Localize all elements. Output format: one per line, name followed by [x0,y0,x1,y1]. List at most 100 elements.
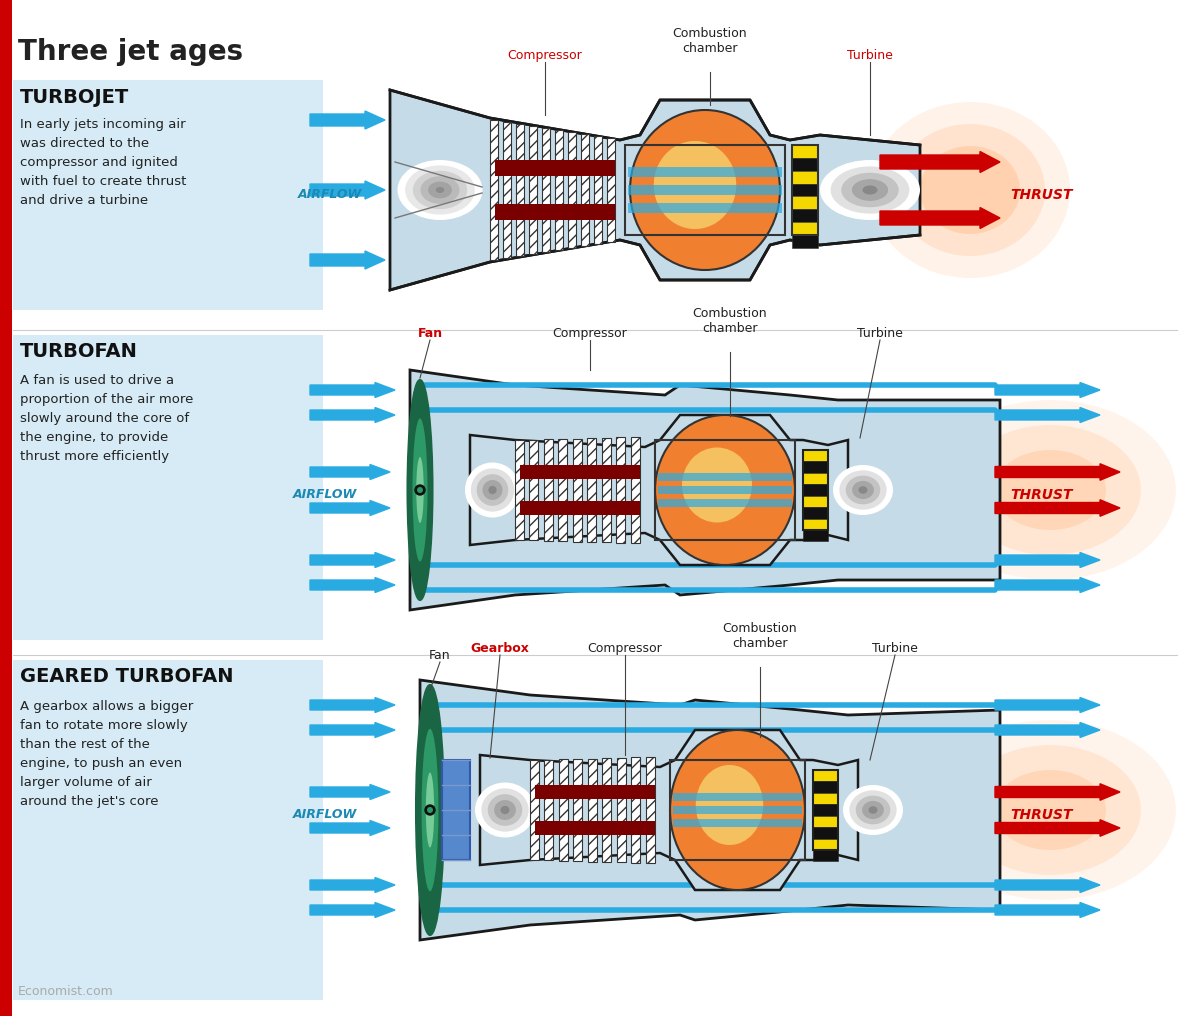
Text: Fan: Fan [430,649,451,662]
Bar [803,496,828,507]
Ellipse shape [501,806,509,814]
FancyArrow shape [311,722,395,738]
Text: TURBOJET: TURBOJET [20,88,130,107]
FancyArrow shape [311,382,395,397]
Polygon shape [631,757,640,863]
Polygon shape [568,132,576,248]
Ellipse shape [475,782,536,837]
Polygon shape [411,370,1000,610]
Circle shape [425,805,436,815]
Ellipse shape [397,160,482,220]
Polygon shape [574,759,582,862]
Polygon shape [390,90,920,290]
Bar [793,235,818,248]
Bar [793,145,818,157]
Polygon shape [555,130,563,250]
Bar [658,473,793,481]
Polygon shape [616,758,626,863]
Ellipse shape [833,465,892,515]
Ellipse shape [471,468,514,512]
Ellipse shape [923,400,1176,580]
Ellipse shape [820,160,920,220]
Bar [813,792,838,805]
FancyArrow shape [311,784,390,800]
Bar [793,223,818,235]
Bar [793,196,818,209]
FancyArrow shape [995,553,1100,568]
Ellipse shape [869,807,877,814]
Bar [628,203,782,213]
Polygon shape [588,759,596,862]
Bar [13,80,322,310]
Polygon shape [594,136,602,245]
FancyArrow shape [311,577,395,592]
FancyArrow shape [879,207,1000,229]
FancyArrow shape [995,407,1100,423]
Ellipse shape [413,419,427,562]
Text: Turbine: Turbine [857,327,903,340]
Bar [13,660,322,1000]
Bar [813,770,838,850]
Circle shape [415,485,425,495]
FancyArrow shape [311,553,395,568]
Polygon shape [581,134,589,246]
FancyArrow shape [311,464,390,480]
Polygon shape [558,439,568,542]
Polygon shape [470,415,848,565]
FancyArrow shape [311,501,390,515]
Ellipse shape [421,728,438,891]
Polygon shape [516,124,524,256]
Bar [793,157,818,171]
Ellipse shape [959,425,1141,555]
Ellipse shape [858,487,868,494]
FancyArrow shape [995,698,1100,712]
Bar [674,806,802,814]
Polygon shape [541,128,550,252]
Bar [793,171,818,184]
Text: GEARED TURBOFAN: GEARED TURBOFAN [20,666,233,686]
Polygon shape [480,731,858,890]
Polygon shape [490,120,497,260]
Bar [536,785,654,799]
Bar [13,335,322,640]
Circle shape [427,807,433,813]
FancyArrow shape [995,878,1100,892]
Text: In early jets incoming air
was directed to the
compressor and ignited
with fuel : In early jets incoming air was directed … [20,118,187,207]
Ellipse shape [488,795,522,826]
Ellipse shape [994,770,1106,850]
Bar [803,450,828,461]
Polygon shape [559,759,568,861]
Polygon shape [530,126,537,254]
Bar [813,827,838,838]
Ellipse shape [994,450,1106,530]
Text: Compressor: Compressor [552,327,627,340]
Text: A gearbox allows a bigger
fan to rotate more slowly
than the rest of the
engine,: A gearbox allows a bigger fan to rotate … [20,700,193,808]
Bar [803,485,828,496]
FancyArrow shape [995,722,1100,738]
Bar [495,160,615,176]
Ellipse shape [852,481,873,499]
Text: Turbine: Turbine [872,642,917,655]
Bar [803,450,828,530]
Bar [670,760,804,860]
Bar [658,499,793,507]
FancyArrow shape [311,821,390,835]
Ellipse shape [682,447,752,522]
Polygon shape [572,439,582,542]
Polygon shape [602,758,612,862]
Ellipse shape [413,171,468,209]
FancyArrow shape [311,878,395,892]
Text: THRUST: THRUST [1010,188,1072,202]
Polygon shape [616,437,625,543]
Polygon shape [602,438,610,543]
Ellipse shape [407,380,432,600]
FancyArrow shape [311,251,386,269]
Bar [520,501,640,515]
Bar [813,850,838,862]
Ellipse shape [436,187,444,193]
Polygon shape [607,137,615,243]
Ellipse shape [488,486,496,494]
Bar [803,530,828,542]
Text: AIRFLOW: AIRFLOW [298,189,362,201]
Bar [813,816,838,827]
